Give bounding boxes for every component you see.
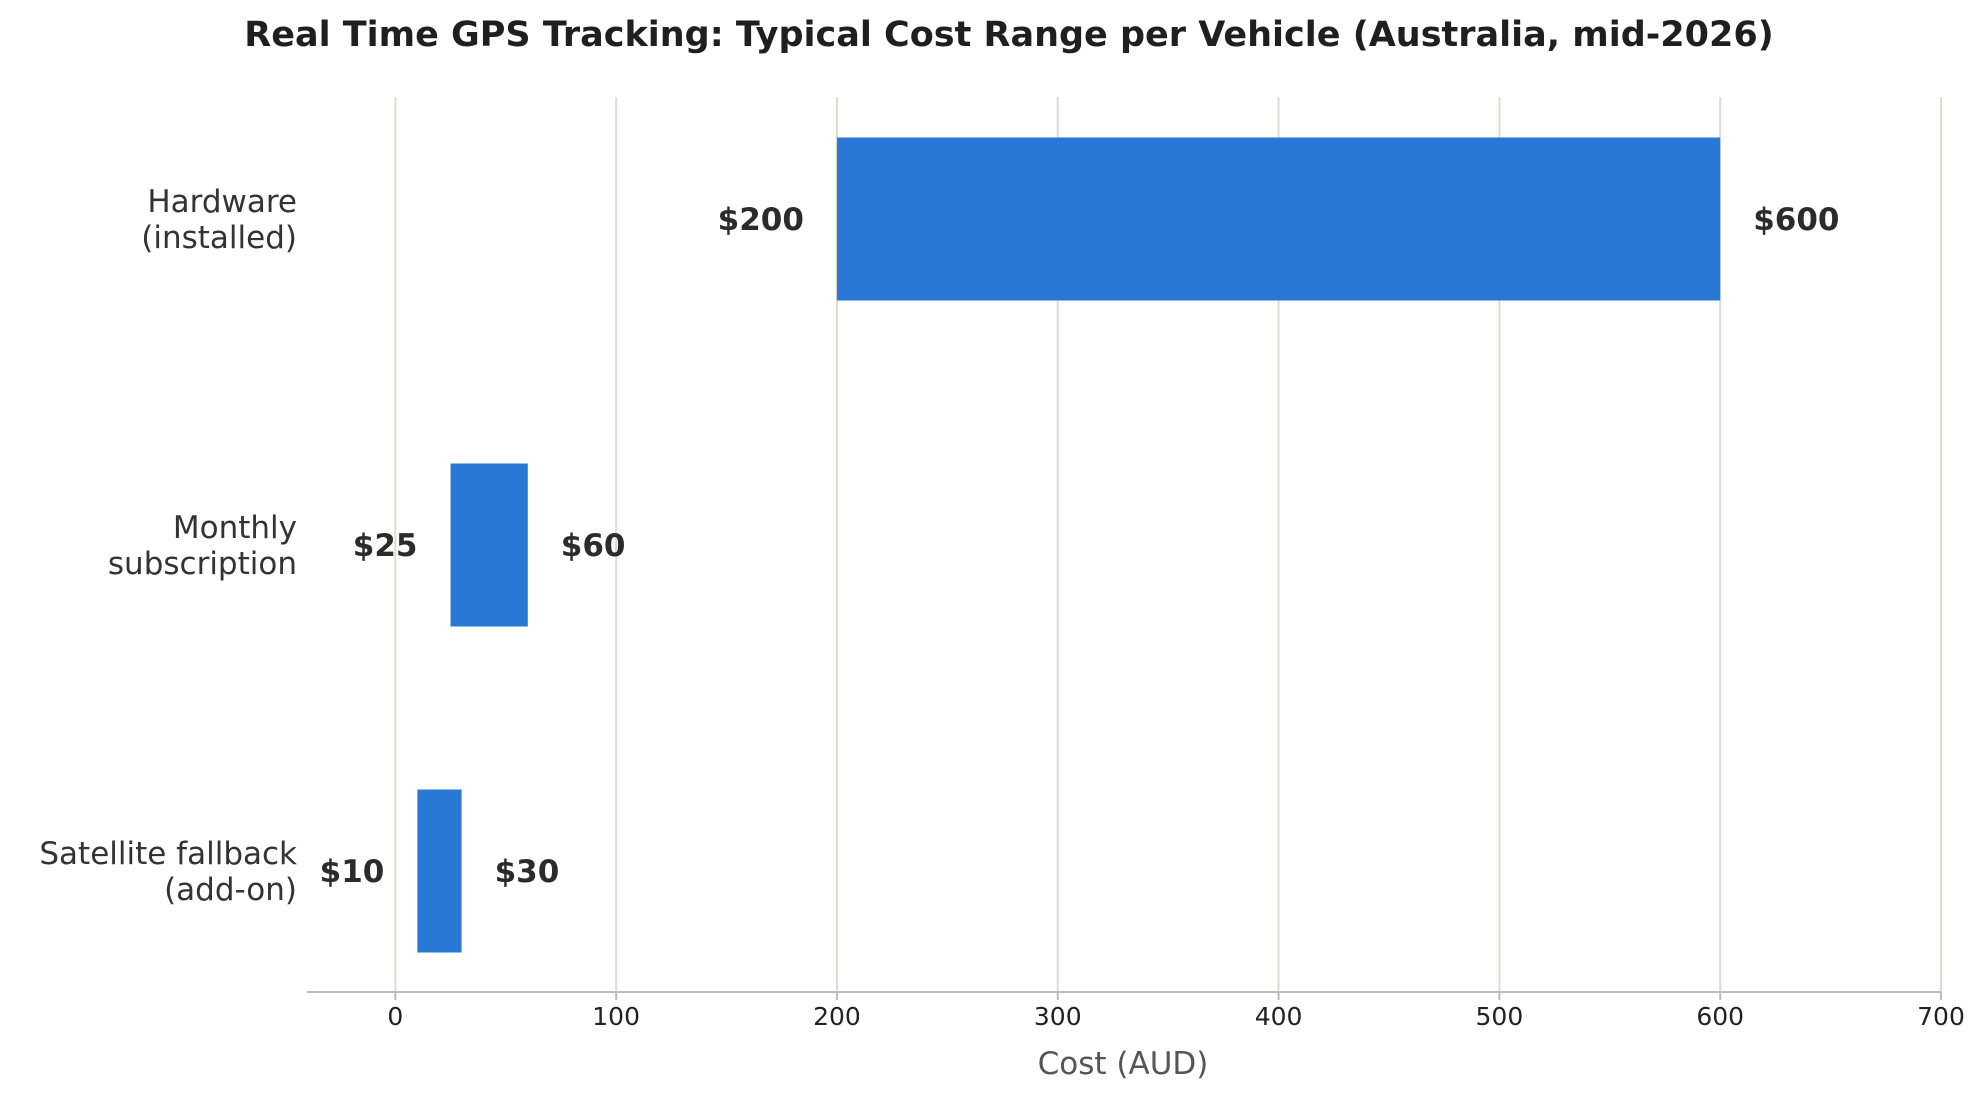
low-value-label: $10	[320, 854, 385, 890]
x-tick-label: 100	[592, 1002, 640, 1031]
x-tick-label: 500	[1476, 1002, 1524, 1031]
range-bar	[450, 463, 528, 627]
x-tick-label: 400	[1255, 1002, 1303, 1031]
high-value-label: $60	[561, 528, 626, 564]
category-label: Monthly subscription	[108, 510, 297, 582]
category-label: Hardware (installed)	[141, 184, 297, 256]
range-bar	[836, 137, 1721, 301]
x-axis: 0 100 200 300 400 500 600 700	[307, 991, 1965, 1031]
x-tick-label: 200	[813, 1002, 861, 1031]
x-tick-label: 600	[1696, 1002, 1744, 1031]
chart-title: Real Time GPS Tracking: Typical Cost Ran…	[244, 15, 1773, 55]
category-label: Satellite fallback (add-on)	[39, 836, 297, 908]
high-value-label: $30	[495, 854, 560, 890]
low-value-label: $25	[353, 528, 418, 564]
x-tick-label: 700	[1917, 1002, 1965, 1031]
high-value-label: $600	[1753, 202, 1839, 238]
x-tick-label: 0	[387, 1002, 403, 1031]
range-bars	[417, 137, 1721, 953]
x-axis-title: Cost (AUD)	[1038, 1046, 1209, 1082]
category-labels: Hardware (installed) Monthly subscription Sa…	[39, 184, 297, 908]
value-labels: $200 $600 $25 $60 $10 $30	[320, 202, 1840, 890]
x-tick-label: 300	[1034, 1002, 1082, 1031]
low-value-label: $200	[718, 202, 804, 238]
range-bar	[417, 789, 462, 953]
